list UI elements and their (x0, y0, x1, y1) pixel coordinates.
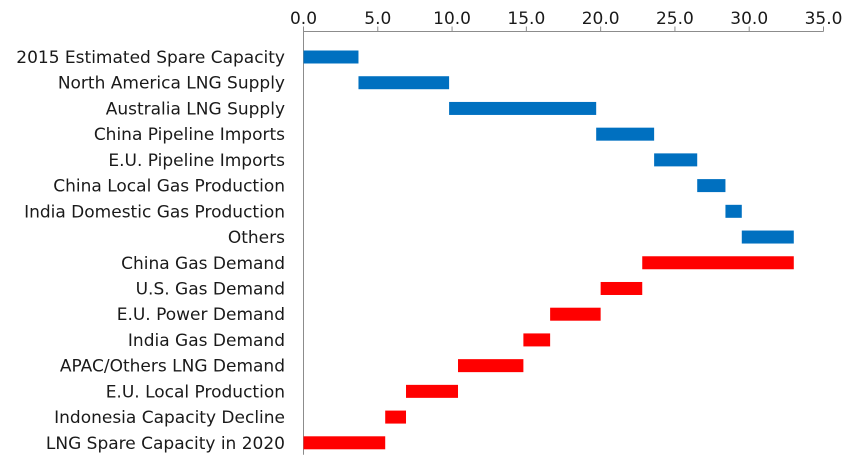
bar-supply (741, 230, 794, 244)
x-axis (303, 31, 824, 455)
category-label: China Pipeline Imports (94, 125, 285, 145)
bar-demand (600, 281, 643, 295)
x-tick-label: 30.0 (730, 9, 768, 29)
bar-supply (303, 50, 359, 64)
x-tick-label: 25.0 (656, 9, 694, 29)
x-tick-label: 5.0 (364, 9, 391, 29)
bar-supply (654, 153, 698, 167)
bar-supply (596, 127, 655, 141)
category-label: E.U. Pipeline Imports (108, 151, 285, 171)
bar-supply (725, 204, 742, 218)
category-label: India Gas Demand (128, 331, 285, 351)
bar-demand (523, 333, 551, 347)
category-label: 2015 Estimated Spare Capacity (16, 48, 285, 68)
x-tick-label: 0.0 (290, 9, 317, 29)
category-label: Others (228, 228, 285, 248)
bar-supply (697, 179, 726, 193)
bar-demand (458, 359, 524, 373)
bars (303, 50, 794, 450)
x-tick-label: 10.0 (433, 9, 471, 29)
category-label: APAC/Others LNG Demand (60, 357, 285, 377)
bar-supply (358, 76, 450, 90)
category-label: China Gas Demand (121, 254, 285, 274)
category-labels: 2015 Estimated Spare Capacity North Ameri… (16, 48, 285, 454)
category-label: North America LNG Supply (58, 74, 285, 94)
bar-supply (449, 101, 597, 115)
bar-demand (385, 410, 407, 424)
bar-demand (550, 307, 601, 321)
category-label: U.S. Gas Demand (136, 279, 285, 299)
bar-demand (642, 256, 794, 270)
x-tick-label: 35.0 (805, 9, 843, 29)
category-label: E.U. Power Demand (117, 305, 285, 325)
x-tick-label: 15.0 (507, 9, 545, 29)
category-label: China Local Gas Production (53, 177, 285, 197)
x-axis-ticks: 0.0 5.0 10.0 15.0 20.0 25.0 30.0 35.0 (290, 9, 842, 32)
x-tick-label: 20.0 (582, 9, 620, 29)
category-label: LNG Spare Capacity in 2020 (46, 434, 285, 454)
category-label: Australia LNG Supply (106, 99, 285, 119)
category-label: Indonesia Capacity Decline (54, 408, 285, 428)
category-label: E.U. Local Production (106, 382, 285, 402)
bar-demand (303, 436, 386, 450)
bar-demand (406, 384, 459, 398)
category-label: India Domestic Gas Production (24, 202, 285, 222)
